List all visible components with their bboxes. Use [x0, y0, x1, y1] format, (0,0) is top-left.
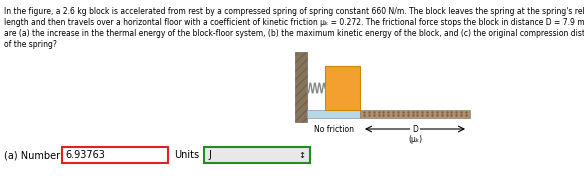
Text: (μₖ): (μₖ)	[408, 134, 422, 143]
Text: 6.93763: 6.93763	[65, 150, 105, 160]
Bar	[307, 110, 360, 118]
Text: Units: Units	[174, 150, 199, 160]
Text: D: D	[412, 124, 418, 134]
Bar	[204, 147, 310, 163]
Text: length and then travels over a horizontal floor with a coefficient of kinetic fr: length and then travels over a horizonta…	[4, 18, 584, 27]
Text: No friction: No friction	[314, 124, 353, 134]
Bar	[62, 147, 168, 163]
Bar	[295, 52, 307, 122]
Text: of the spring?: of the spring?	[4, 40, 57, 49]
Text: are (a) the increase in the thermal energy of the block-floor system, (b) the ma: are (a) the increase in the thermal ener…	[4, 29, 584, 38]
Text: J: J	[208, 150, 211, 160]
Text: ↕: ↕	[298, 150, 305, 159]
Bar	[360, 110, 470, 118]
Bar	[325, 66, 360, 110]
Text: (a) Number: (a) Number	[4, 150, 60, 160]
Text: In the figure, a 2.6 kg block is accelerated from rest by a compressed spring of: In the figure, a 2.6 kg block is acceler…	[4, 7, 584, 16]
